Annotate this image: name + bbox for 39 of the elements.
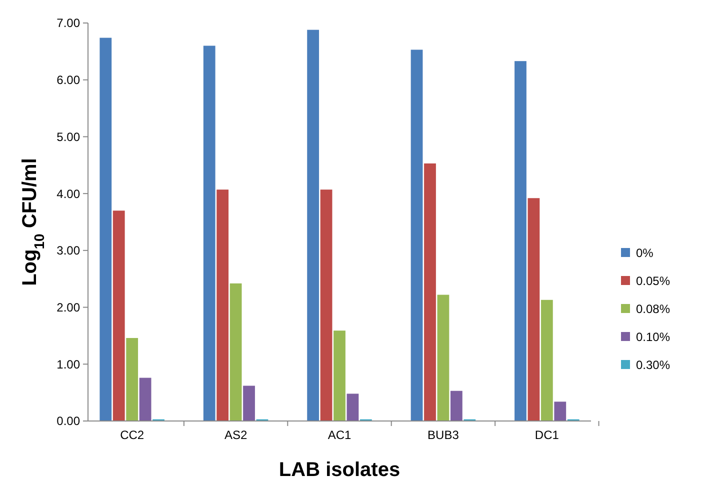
legend-label: 0.05% xyxy=(636,274,670,288)
bar xyxy=(528,198,540,421)
bar xyxy=(450,390,462,421)
x-tick-label: AS2 xyxy=(224,428,248,442)
bar xyxy=(514,61,526,421)
legend-label: 0.10% xyxy=(636,330,670,344)
x-axis-title: LAB isolates xyxy=(278,459,400,481)
bar xyxy=(346,394,359,421)
bar xyxy=(243,386,255,421)
bar xyxy=(230,283,242,421)
y-tick-label: 1.00 xyxy=(56,357,80,372)
bar xyxy=(139,378,152,421)
y-tick-label: 5.00 xyxy=(56,130,80,144)
y-tick-label: 2.00 xyxy=(56,300,80,314)
x-tick-label: DC1 xyxy=(534,428,560,442)
bar xyxy=(554,402,566,421)
bar xyxy=(410,50,423,421)
y-tick-label: 6.00 xyxy=(56,73,80,88)
y-tick-label: 7.00 xyxy=(56,16,80,30)
legend-label: 0% xyxy=(636,246,654,260)
y-tick-label: 3.00 xyxy=(56,244,80,258)
bar xyxy=(307,30,320,421)
legend-label: 0.08% xyxy=(636,302,670,316)
x-tick-label: CC2 xyxy=(120,428,144,442)
bar xyxy=(100,38,112,421)
bar xyxy=(203,46,216,421)
bar xyxy=(216,190,229,421)
bar xyxy=(112,210,125,421)
bar xyxy=(126,338,138,421)
y-tick-label: 0.00 xyxy=(56,414,80,428)
x-tick-label: AC1 xyxy=(328,428,352,442)
y-tick-label: 4.00 xyxy=(56,186,80,201)
bar xyxy=(334,330,346,421)
x-tick-label: BUB3 xyxy=(428,428,460,442)
bar xyxy=(437,294,450,421)
bar xyxy=(424,163,436,421)
bar xyxy=(320,190,332,421)
legend-label: 0.30% xyxy=(636,358,670,372)
bar xyxy=(540,300,553,421)
